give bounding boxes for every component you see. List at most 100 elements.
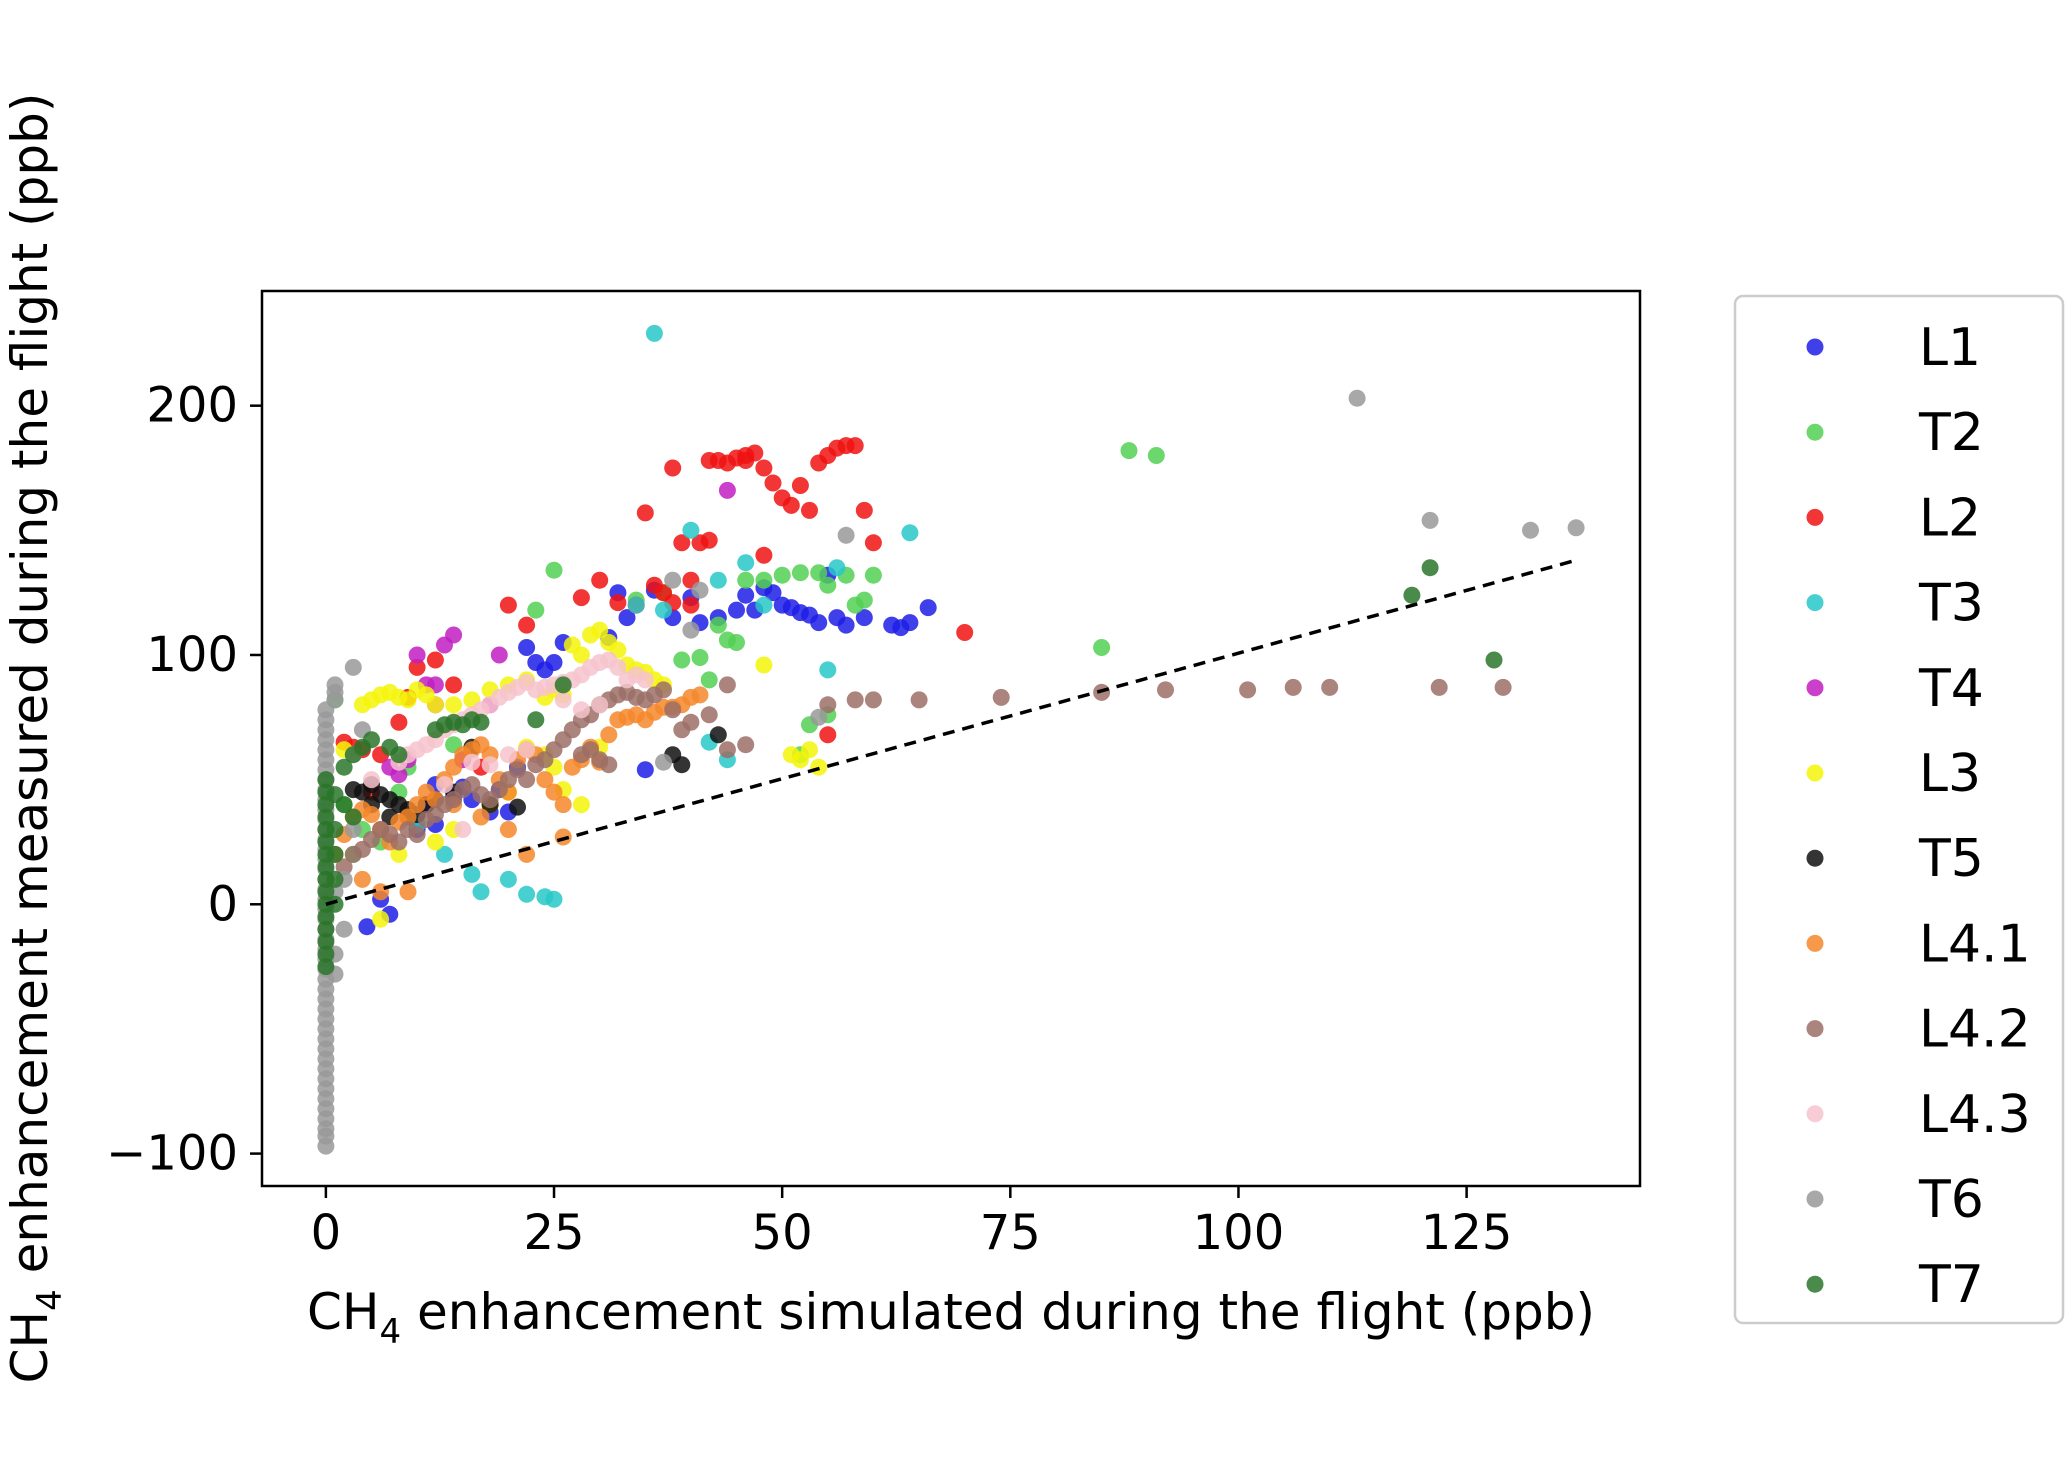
point-l4-2-45	[600, 756, 618, 774]
point-t3-0	[463, 865, 481, 883]
point-t4-4	[445, 626, 463, 644]
point-l4-2-41	[737, 736, 755, 754]
legend-label-t5: T5	[1918, 829, 1984, 889]
point-l4-3-33	[518, 741, 536, 759]
point-t3-9	[737, 554, 755, 572]
point-t3-1	[472, 883, 490, 901]
point-l4-1-13	[445, 758, 463, 776]
point-t2-3	[527, 601, 545, 619]
point-t2-9	[700, 671, 718, 689]
y-tick-label-3: 200	[146, 378, 238, 434]
point-t6-60	[837, 526, 855, 544]
point-l3-33	[572, 796, 590, 814]
point-t4-0	[408, 646, 426, 664]
point-t7-35	[1403, 586, 1421, 604]
legend-box	[1733, 294, 2065, 1325]
legend-label-l1: L1	[1919, 318, 1981, 378]
x-axis-label-subscript: 4	[380, 1312, 402, 1352]
point-t7-4	[317, 908, 335, 926]
x-tick-label-0: 0	[311, 1205, 342, 1261]
point-l2-5	[390, 713, 408, 731]
point-t2-8	[691, 649, 709, 666]
point-l4-1-40	[691, 686, 709, 704]
point-l2-30	[755, 459, 773, 477]
point-l4-2-35	[655, 681, 672, 699]
point-l3-9	[426, 696, 444, 714]
point-l2-44	[819, 726, 837, 744]
point-t7-10	[317, 833, 335, 851]
point-t7-34	[554, 676, 572, 694]
point-l4-1-42	[554, 828, 572, 846]
point-l4-2-58	[718, 676, 736, 694]
point-l2-12	[518, 616, 536, 634]
legend-label-l3: L3	[1919, 744, 1981, 804]
point-l3-35	[426, 833, 444, 851]
point-t7-33	[527, 711, 545, 729]
point-l4-1-9	[408, 796, 426, 814]
point-l4-3-26	[609, 658, 627, 676]
point-t3-6	[645, 324, 663, 342]
point-t7-39	[344, 808, 362, 826]
point-t3-19	[655, 601, 672, 619]
point-t5-15	[673, 756, 691, 774]
x-tick-label-5: 125	[1421, 1205, 1513, 1261]
point-l4-3-34	[554, 691, 572, 709]
point-t2-14	[755, 571, 773, 589]
point-l4-2-40	[718, 741, 736, 759]
point-l4-3-29	[636, 671, 654, 689]
point-l2-11	[499, 596, 517, 614]
point-t7-36	[1421, 559, 1439, 577]
point-t7-19	[326, 821, 344, 838]
y-axis-label: CH4 enhancement measured during the flig…	[1, 93, 70, 1384]
legend-marker-l4-3	[1806, 1105, 1824, 1123]
point-t7-24	[363, 731, 380, 749]
point-l2-8	[426, 651, 444, 669]
point-l2-31	[764, 474, 782, 492]
point-l4-2-50	[992, 688, 1010, 706]
point-t6-61	[810, 708, 828, 726]
x-axis-label-prefix: CH	[307, 1283, 380, 1341]
point-l4-3-38	[436, 776, 453, 794]
x-axis-label: CH4 enhancement simulated during the fli…	[307, 1283, 1595, 1352]
point-l1-10	[518, 639, 536, 656]
legend-label-l2: L2	[1919, 488, 1981, 548]
point-t5-16	[709, 726, 727, 744]
point-l1-28	[764, 584, 782, 602]
point-l1-25	[737, 586, 755, 604]
legend-marker-l2	[1806, 508, 1824, 526]
x-axis-ticks: 0 25 50 75 100 125	[311, 1186, 1513, 1261]
point-l3-21	[591, 621, 609, 639]
point-t2-17	[810, 564, 828, 582]
point-l4-2-0	[335, 858, 353, 876]
point-t6-62	[664, 571, 682, 589]
point-l4-2-57	[1494, 678, 1512, 696]
point-l4-3-37	[454, 821, 472, 838]
point-t6-59	[1567, 519, 1585, 537]
reference-dashed-line	[325, 558, 1577, 906]
point-l4-1-44	[399, 883, 417, 901]
point-t2-18	[819, 576, 837, 594]
x-tick-label-1: 25	[523, 1205, 584, 1261]
point-l4-2-48	[864, 691, 882, 709]
point-l4-2-38	[682, 713, 700, 731]
point-t7-12	[317, 808, 335, 826]
y-tick-label-0: −100	[106, 1126, 238, 1182]
point-l2-14	[591, 571, 609, 589]
point-t6-50	[335, 920, 353, 938]
y-axis-label-subscript: 4	[30, 1289, 70, 1311]
point-l1-33	[810, 614, 828, 632]
plot-marks	[317, 324, 1585, 1155]
point-t6-47	[326, 676, 344, 694]
point-l4-2-6	[390, 833, 408, 851]
point-t2-28	[1147, 447, 1165, 464]
point-t6-51	[344, 658, 362, 676]
point-t2-10	[709, 616, 727, 634]
point-l3-10	[445, 696, 463, 714]
point-l1-18	[636, 761, 654, 779]
point-t4-5	[490, 646, 508, 664]
point-l4-3-30	[463, 753, 481, 771]
legend-marker-l4-2	[1806, 1020, 1824, 1038]
point-t7-3	[317, 920, 335, 938]
point-t2-16	[791, 564, 809, 582]
